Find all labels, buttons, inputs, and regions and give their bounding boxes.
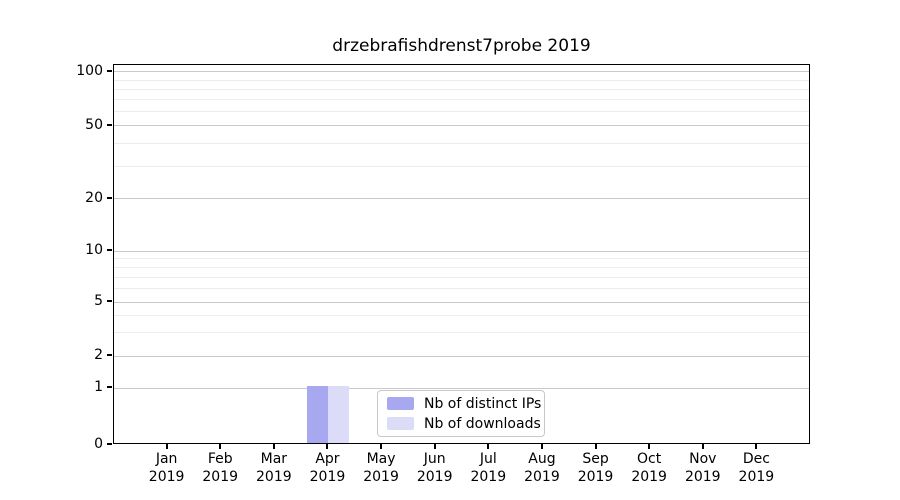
x-tick-label-1: Feb 2019	[202, 451, 239, 485]
x-tick-4	[380, 444, 383, 449]
x-tick-label-0: Jan 2019	[148, 451, 185, 485]
x-tick-11	[755, 444, 758, 449]
y-tick-0	[107, 443, 112, 445]
minor-gridline	[114, 99, 809, 101]
minor-gridline	[114, 266, 809, 268]
minor-gridline	[114, 276, 809, 278]
x-tick-7	[540, 444, 543, 449]
legend-swatch-distinct-ips-icon	[387, 397, 414, 410]
major-gridline-1	[114, 387, 809, 389]
legend-label-downloads: Nb of downloads	[424, 415, 541, 432]
minor-gridline	[114, 143, 809, 145]
y-tick-label-2: 2	[94, 347, 103, 363]
x-tick-2	[272, 444, 275, 449]
x-tick-label-8: Sep 2019	[577, 451, 614, 485]
y-tick-10	[107, 249, 112, 251]
x-tick-9	[648, 444, 651, 449]
minor-gridline	[114, 314, 809, 316]
y-tick-2	[107, 354, 112, 356]
bar-nb-of-downloads-3	[328, 386, 350, 443]
bar-nb-of-distinct-ips-3	[307, 386, 329, 443]
x-tick-label-3: Apr 2019	[309, 451, 346, 485]
y-tick-1	[107, 386, 112, 388]
x-tick-label-6: Jul 2019	[470, 451, 507, 485]
x-tick-label-5: Jun 2019	[416, 451, 453, 485]
legend-label-distinct-ips: Nb of distinct IPs	[424, 395, 542, 412]
minor-gridline	[114, 288, 809, 290]
minor-gridline	[114, 331, 809, 333]
x-tick-label-4: May 2019	[363, 451, 399, 485]
x-tick-10	[701, 444, 704, 449]
x-tick-label-7: Aug 2019	[524, 451, 560, 485]
y-tick-100	[107, 69, 112, 72]
y-tick-20	[107, 196, 112, 199]
legend-swatch-downloads-icon	[387, 417, 414, 430]
minor-gridline	[114, 79, 809, 81]
major-gridline-50	[114, 125, 809, 127]
y-tick-label-20: 20	[85, 189, 103, 206]
y-tick-label-5: 5	[94, 293, 103, 309]
y-tick-label-10: 10	[85, 242, 103, 258]
x-tick-label-10: Nov 2019	[684, 451, 721, 485]
x-tick-0	[165, 444, 168, 449]
plot-area	[113, 64, 810, 444]
y-tick-label-50: 50	[85, 116, 103, 133]
minor-gridline	[114, 111, 809, 113]
major-gridline-10	[114, 250, 809, 252]
x-tick-5	[433, 444, 436, 449]
y-tick-label-1: 1	[94, 379, 103, 395]
major-gridline-5	[114, 301, 809, 303]
minor-gridline	[114, 166, 809, 168]
x-tick-label-9: Oct 2019	[631, 451, 667, 485]
x-tick-label-11: Dec 2019	[738, 451, 775, 485]
major-gridline-100	[114, 71, 809, 73]
legend: Nb of distinct IPs Nb of downloads	[377, 390, 545, 437]
y-tick-label-0: 0	[94, 436, 103, 452]
y-tick-5	[107, 300, 112, 302]
minor-gridline	[114, 258, 809, 260]
legend-item-distinct-ips: Nb of distinct IPs	[387, 396, 541, 412]
x-tick-1	[219, 444, 222, 449]
y-tick-label-100: 100	[76, 62, 103, 79]
major-gridline-20	[114, 198, 809, 200]
x-tick-3	[326, 444, 329, 449]
legend-item-downloads: Nb of downloads	[387, 416, 541, 432]
major-gridline-2	[114, 355, 809, 357]
x-tick-label-2: Mar 2019	[256, 451, 292, 485]
y-tick-50	[107, 123, 112, 126]
chart-title: drzebrafishdrenst7probe 2019	[332, 36, 591, 56]
x-tick-8	[594, 444, 597, 449]
x-tick-6	[487, 444, 490, 449]
minor-gridline	[114, 88, 809, 90]
